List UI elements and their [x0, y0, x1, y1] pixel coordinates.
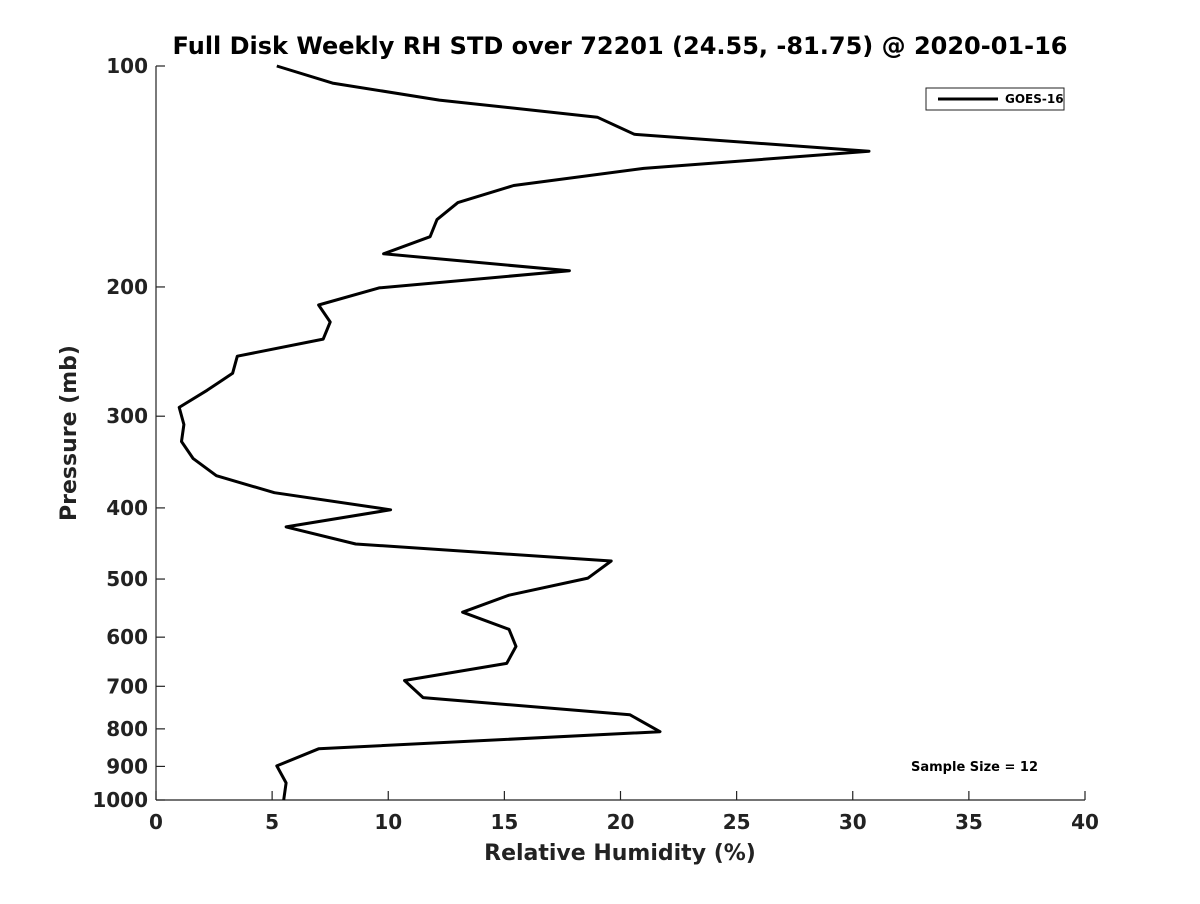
y-tick-label: 500 — [106, 567, 148, 591]
y-tick-label: 200 — [106, 275, 148, 299]
x-tick-label: 30 — [839, 810, 867, 834]
y-tick-label: 700 — [106, 674, 148, 698]
x-tick-label: 20 — [607, 810, 635, 834]
y-tick-label: 400 — [106, 496, 148, 520]
y-tick-label: 1000 — [92, 788, 148, 812]
legend-label: GOES-16 — [1005, 92, 1064, 106]
x-tick-label: 15 — [490, 810, 518, 834]
x-axis-label: Relative Humidity (%) — [484, 841, 756, 866]
y-tick-label: 600 — [106, 625, 148, 649]
x-tick-label: 35 — [955, 810, 983, 834]
x-tick-label: 40 — [1071, 810, 1099, 834]
y-ticks: 100 200 300 400 500 600 700 800 900 1000 — [92, 54, 165, 812]
legend: GOES-16 — [925, 87, 1065, 111]
x-tick-label: 10 — [374, 810, 402, 834]
y-tick-label: 900 — [106, 754, 148, 778]
series-line-goes-16 — [177, 64, 871, 801]
y-axis-label: Pressure (mb) — [57, 345, 82, 521]
y-tick-label: 300 — [106, 404, 148, 428]
sample-size-annotation: Sample Size = 12 — [911, 760, 1038, 775]
y-tick-label: 100 — [106, 54, 148, 78]
y-tick-label: 800 — [106, 717, 148, 741]
chart-title: Full Disk Weekly RH STD over 72201 (24.5… — [173, 32, 1068, 60]
x-tick-label: 0 — [149, 810, 163, 834]
x-tick-label: 25 — [723, 810, 751, 834]
x-ticks: 0 5 10 15 20 25 30 35 40 — [149, 791, 1099, 834]
x-tick-label: 5 — [265, 810, 279, 834]
